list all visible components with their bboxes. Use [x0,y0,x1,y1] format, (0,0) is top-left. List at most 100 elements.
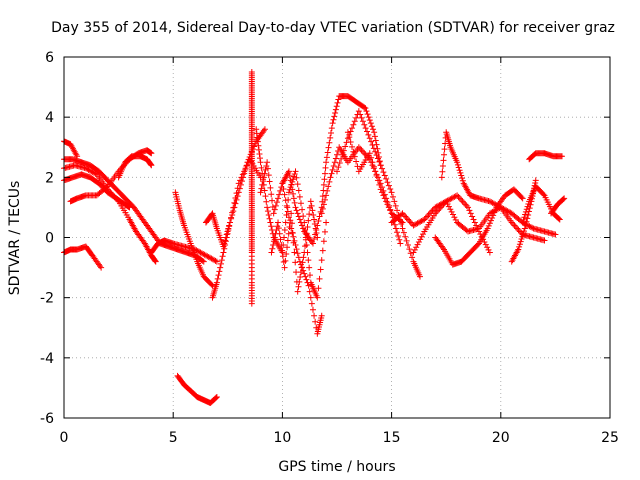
data-point [270,238,277,245]
data-point [455,164,462,171]
data-point [419,231,426,238]
data-point [344,129,351,136]
data-point [255,142,262,149]
data-point [264,165,271,172]
data-point [332,155,339,162]
data-point [435,207,442,214]
data-point [373,172,380,179]
data-point [334,151,340,158]
data-point [369,159,376,166]
data-point [318,210,325,217]
data-point [303,276,310,283]
data-point [349,125,356,132]
data-point [126,204,133,211]
y-tick-label: -2 [40,291,54,307]
data-point [459,177,466,184]
data-point [520,216,527,223]
data-point [388,210,395,217]
data-point [394,229,401,236]
data-point [516,241,523,248]
data-point [522,211,529,218]
data-point [517,238,524,245]
data-point [399,225,406,232]
data-point [366,156,373,163]
data-point [290,173,297,180]
x-tick-label: 15 [383,430,401,446]
data-point [284,204,291,211]
data-point [286,172,293,179]
data-point [214,275,221,282]
data-point [370,126,377,133]
data-point [463,202,470,209]
data-point [281,226,288,233]
data-point [296,193,303,200]
data-point [291,249,298,256]
data-point [406,246,413,253]
data-point [381,195,388,202]
data-point [560,196,567,203]
data-point [395,232,402,239]
data-point [312,318,319,325]
data-point [486,249,493,256]
data-point [380,169,387,176]
series-arc-28 [548,195,568,217]
data-point [486,220,493,227]
data-point [294,210,301,217]
data-point [447,206,454,213]
data-point [268,249,275,256]
data-point [294,250,301,257]
data-point [377,186,384,193]
data-point [404,216,411,223]
data-point [315,217,322,224]
data-point [335,96,342,103]
data-point [365,131,372,138]
data-point [276,191,283,198]
data-point [374,177,381,184]
data-point [376,181,383,188]
data-point [314,222,321,229]
data-point [458,172,465,179]
data-point [284,208,291,215]
data-point [524,203,531,210]
data-point [391,198,398,205]
data-point [226,219,233,226]
data-point [311,216,318,223]
data-point [440,157,447,164]
data-point [370,145,377,152]
y-tick-label: -4 [40,351,54,367]
series-arc-7 [115,153,155,181]
series-arc-22 [410,192,493,256]
data-point [519,233,526,240]
data-point [338,155,345,162]
data-point [339,151,346,158]
data-point [438,174,445,181]
data-point [306,264,313,271]
data-point [295,187,302,194]
data-point [489,214,496,221]
data-point [323,154,330,161]
data-point [413,244,420,251]
data-point [323,159,330,166]
data-point [152,257,159,264]
data-point [280,185,287,192]
data-point [304,223,311,230]
data-point [367,120,374,127]
data-point [355,108,362,115]
data-point [219,253,226,260]
data-point [429,207,436,214]
data-point [317,266,324,273]
data-point [287,177,294,184]
data-point [287,217,294,224]
data-point [400,229,407,236]
data-point [403,237,410,244]
data-point [225,225,232,232]
data-point [281,264,288,271]
data-point [269,245,276,252]
data-point [272,202,279,209]
data-point [518,236,525,243]
data-point [302,273,309,280]
series-arc-15 [257,159,325,337]
data-point [521,228,528,235]
data-point [404,242,411,249]
data-point [516,243,523,250]
